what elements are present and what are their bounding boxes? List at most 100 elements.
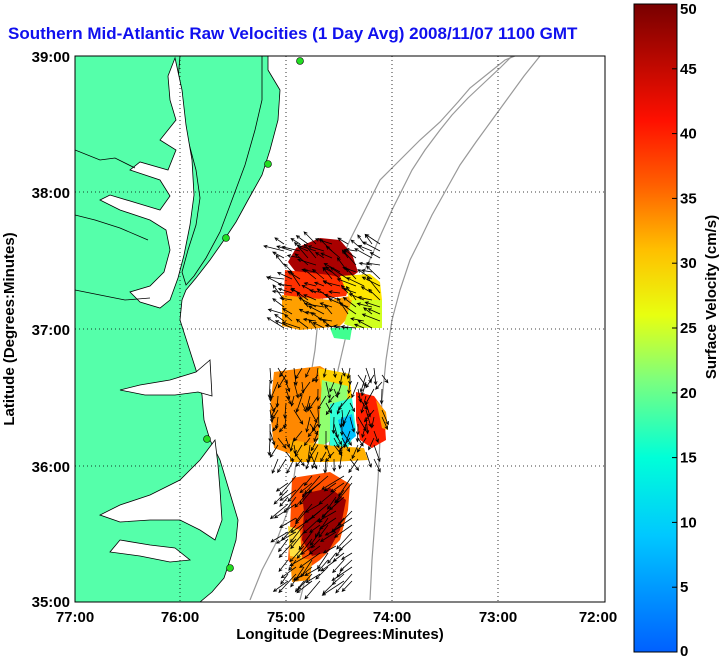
- velocity-arrow: [301, 402, 307, 413]
- velocity-arrow: [270, 531, 289, 543]
- station-marker: [226, 564, 234, 572]
- velocity-arrow: [331, 566, 353, 582]
- velocity-arrow: [342, 297, 357, 308]
- velocity-arrow: [279, 296, 293, 301]
- velocity-arrow: [320, 252, 333, 259]
- velocity-arrow: [330, 482, 345, 493]
- velocity-arrow: [325, 266, 341, 280]
- station-marker: [203, 435, 211, 443]
- velocity-arrow: [332, 559, 345, 574]
- velocity-arrow: [269, 430, 276, 446]
- x-tick-label: 74:00: [373, 609, 411, 626]
- colorbar-ticks: 0 5 10 15 20 25 30 35 40 45 50: [672, 1, 697, 659]
- velocity-arrow: [357, 295, 373, 301]
- velocity-arrow: [321, 475, 345, 490]
- velocity-arrow: [289, 437, 295, 453]
- velocity-arrow: [338, 444, 343, 455]
- velocity-arrow: [379, 388, 384, 405]
- velocity-arrow: [281, 308, 293, 315]
- velocity-arrow: [328, 290, 341, 294]
- velocity-arrow: [276, 272, 293, 280]
- velocity-arrow: [333, 430, 342, 446]
- velocity-arrow: [283, 263, 293, 273]
- velocity-arrow: [303, 302, 325, 308]
- velocity-arrow: [381, 409, 389, 426]
- velocity-arrow: [295, 318, 309, 329]
- velocity-arrow: [292, 573, 305, 581]
- velocity-arrow: [308, 444, 319, 460]
- velocity-arrow: [295, 235, 309, 245]
- velocity-arrow: [353, 323, 365, 329]
- velocity-arrow: [303, 282, 317, 287]
- velocity-arrow: [340, 552, 353, 560]
- velocity-arrow: [351, 381, 359, 399]
- velocity-arrow: [317, 395, 327, 410]
- velocity-arrow: [342, 250, 357, 266]
- velocity-arrow: [293, 430, 303, 442]
- velocity-arrow: [307, 245, 325, 252]
- velocity-arrow: [279, 496, 289, 507]
- velocity-arrow: [333, 388, 339, 399]
- velocity-arrow: [334, 489, 345, 504]
- velocity-arrow: [357, 234, 365, 245]
- velocity-arrow: [364, 301, 381, 308]
- velocity-arrow: [273, 503, 297, 519]
- velocity-arrow: [305, 458, 311, 470]
- velocity-arrow: [286, 458, 295, 474]
- grid-lines: [75, 56, 605, 602]
- velocity-arrow: [321, 580, 345, 596]
- station-marker: [264, 160, 272, 168]
- velocity-arrow: [303, 268, 317, 280]
- velocity-arrow: [328, 298, 349, 308]
- velocity-arrow: [290, 566, 305, 588]
- velocity-arrow: [320, 559, 337, 572]
- velocity-arrow: [307, 423, 319, 438]
- velocity-arrow: [356, 437, 367, 453]
- velocity-arrow: [333, 437, 340, 449]
- velocity-arrow: [294, 253, 309, 266]
- velocity-arrow: [375, 381, 383, 390]
- velocity-arrow: [365, 261, 381, 266]
- velocity-arrow: [381, 374, 389, 384]
- chesapeake-bay: [99, 56, 195, 309]
- x-tick-label: 73:00: [479, 609, 517, 626]
- colorbar-tick-label: 15: [680, 450, 697, 467]
- velocity-arrow: [332, 552, 345, 562]
- velocity-arrow: [325, 402, 335, 416]
- velocity-arrow: [343, 409, 351, 425]
- velocity-arrow: [277, 458, 287, 474]
- x-tick-label: 77:00: [56, 609, 94, 626]
- velocity-arrow: [338, 538, 353, 552]
- velocity-arrow: [342, 266, 357, 273]
- velocity-arrow: [299, 482, 313, 494]
- velocity-arrow: [301, 284, 317, 294]
- velocity-arrow: [272, 251, 285, 259]
- velocity-arrow: [370, 416, 375, 429]
- velocity-arrow: [310, 538, 321, 549]
- velocity-arrow: [325, 402, 332, 414]
- x-tick-label: 76:00: [161, 609, 199, 626]
- velocity-arrow: [341, 580, 353, 592]
- velocity-arrow: [357, 395, 368, 411]
- velocity-arrow: [293, 451, 305, 467]
- velocity-arrow: [275, 254, 285, 266]
- velocity-arrow: [316, 388, 320, 402]
- velocity-arrow: [308, 395, 319, 410]
- velocity-arrow: [299, 552, 321, 568]
- velocity-arrow: [293, 367, 298, 387]
- velocity-arrow: [365, 416, 370, 435]
- velocity-arrow: [301, 482, 321, 498]
- velocity-arrow: [320, 451, 327, 463]
- velocity-arrow: [337, 237, 349, 245]
- velocity-arrow: [293, 381, 300, 399]
- y-tick-label: 36:00: [32, 459, 70, 476]
- velocity-arrow: [279, 517, 297, 528]
- velocity-arrow: [347, 381, 351, 395]
- velocity-arrow: [348, 293, 365, 301]
- river-potomac: [75, 149, 136, 169]
- velocity-arrow: [295, 458, 303, 468]
- velocity-arrow: [319, 302, 333, 308]
- velocity-arrow: [366, 276, 381, 294]
- velocity-arrow: [324, 324, 341, 329]
